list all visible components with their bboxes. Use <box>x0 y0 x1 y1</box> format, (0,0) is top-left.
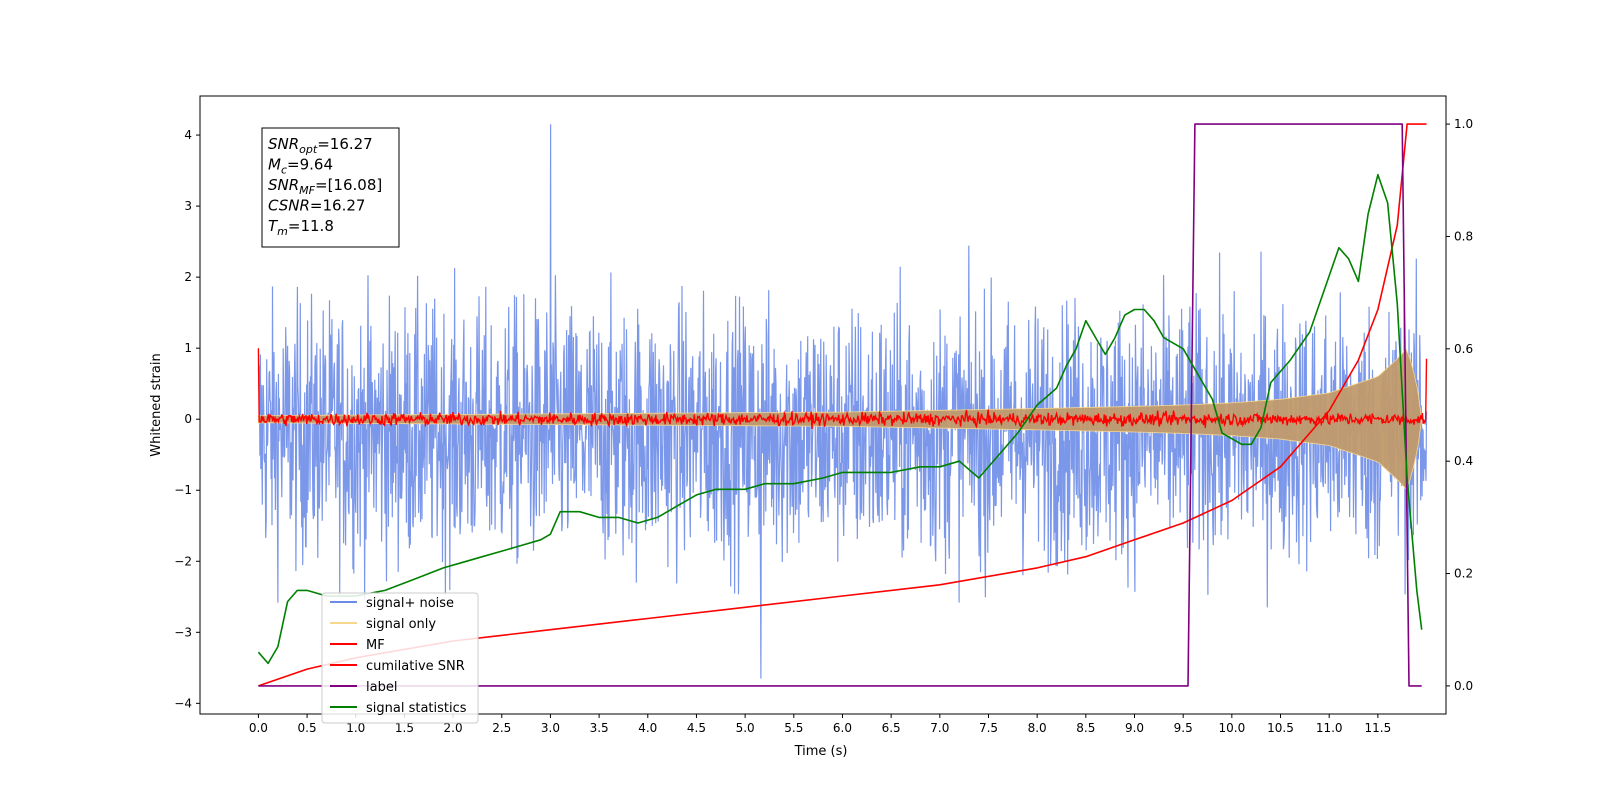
y-tick-label: 2 <box>184 270 192 284</box>
x-tick-label: 8.0 <box>1028 721 1047 735</box>
x-tick-label: 0.0 <box>249 721 268 735</box>
y2-tick-label: 0.6 <box>1454 342 1473 356</box>
x-tick-label: 10.5 <box>1267 721 1294 735</box>
x-tick-label: 4.5 <box>687 721 706 735</box>
x-tick-label: 7.0 <box>930 721 949 735</box>
y-tick-label: 1 <box>184 341 192 355</box>
x-tick-label: 5.5 <box>784 721 803 735</box>
y-tick-label: 4 <box>184 128 192 142</box>
legend-item-signal-noise: signal+ noise <box>330 596 454 611</box>
legend-label: signal statistics <box>366 701 467 716</box>
x-tick-label: 4.0 <box>638 721 657 735</box>
x-tick-label: 5.0 <box>736 721 755 735</box>
x-tick-label: 6.0 <box>833 721 852 735</box>
series-label <box>258 123 1422 687</box>
y-axis-right: 0.0 0.2 0.4 0.6 0.8 1.0 <box>1446 117 1473 693</box>
annotation-line: SNRMF=[16.08] <box>268 176 382 197</box>
x-tick-label: 0.5 <box>298 721 317 735</box>
x-tick-label: 7.5 <box>979 721 998 735</box>
legend-item-label: label <box>330 680 397 695</box>
legend: signal+ noise signal only MF cumilative SNR… <box>321 592 479 724</box>
x-tick-label: 1.0 <box>346 721 365 735</box>
y2-tick-label: 0.2 <box>1454 567 1473 581</box>
y-axis-label: Whitened strain <box>149 353 164 456</box>
x-tick-label: 2.5 <box>492 721 511 735</box>
annotation-box: SNRopt=16.27Mc=9.64SNRMF=[16.08]CSNR=16.… <box>261 127 400 248</box>
annotation-line: CSNR=16.27 <box>268 197 365 215</box>
x-tick-label: 9.0 <box>1125 721 1144 735</box>
x-tick-label: 1.5 <box>395 721 414 735</box>
y2-tick-label: 1.0 <box>1454 117 1473 131</box>
annotation-line: Mc=9.64 <box>268 156 333 177</box>
y2-tick-label: 0.4 <box>1454 454 1473 468</box>
x-axis-label: Time (s) <box>794 744 848 759</box>
y2-tick-label: 0.8 <box>1454 229 1473 243</box>
legend-label: signal only <box>366 617 436 632</box>
legend-label: cumilative SNR <box>366 659 465 674</box>
y-tick-label: −4 <box>174 696 192 710</box>
legend-label: MF <box>366 638 385 653</box>
x-tick-label: 9.5 <box>1174 721 1193 735</box>
legend-item-signal-statistics: signal statistics <box>330 701 467 716</box>
annotation-line: Tm=11.8 <box>268 217 334 238</box>
x-tick-label: 2.0 <box>444 721 463 735</box>
series-cumilative-snr <box>258 123 1427 687</box>
x-tick-label: 11.0 <box>1316 721 1343 735</box>
series-layer <box>257 123 1428 687</box>
x-tick-label: 11.5 <box>1365 721 1392 735</box>
series-signal-plus-noise <box>257 124 1428 679</box>
y-axis-left: −4 −3 −2 −1 0 1 2 3 4 <box>174 128 200 710</box>
y-tick-label: −2 <box>174 554 192 568</box>
x-tick-label: 8.5 <box>1076 721 1095 735</box>
x-tick-label: 10.0 <box>1218 721 1245 735</box>
annotation-line: SNRopt=16.27 <box>268 135 373 156</box>
x-tick-label: 6.5 <box>882 721 901 735</box>
series-signal-statistics <box>257 173 1423 665</box>
plot-frame <box>199 95 1447 715</box>
y-tick-label: −3 <box>174 625 192 639</box>
x-tick-label: 3.5 <box>590 721 609 735</box>
x-tick-label: 3.0 <box>541 721 560 735</box>
legend-label: signal+ noise <box>366 596 454 611</box>
series-mf <box>257 348 1428 429</box>
legend-item-signal-only: signal only <box>330 617 436 632</box>
y2-tick-label: 0.0 <box>1454 679 1473 693</box>
series-signal-only <box>257 348 1423 490</box>
x-axis: 0.0 0.5 1.0 1.5 2.0 2.5 3.0 3.5 4.0 4.5 5.0 5.5 6.0 6… <box>249 714 1391 735</box>
y-tick-label: 0 <box>184 412 192 426</box>
legend-label: label <box>366 680 397 695</box>
legend-item-mf: MF <box>330 638 385 653</box>
legend-item-cumilative-snr: cumilative SNR <box>330 659 465 674</box>
y-tick-label: 3 <box>184 199 192 213</box>
y-tick-label: −1 <box>174 483 192 497</box>
